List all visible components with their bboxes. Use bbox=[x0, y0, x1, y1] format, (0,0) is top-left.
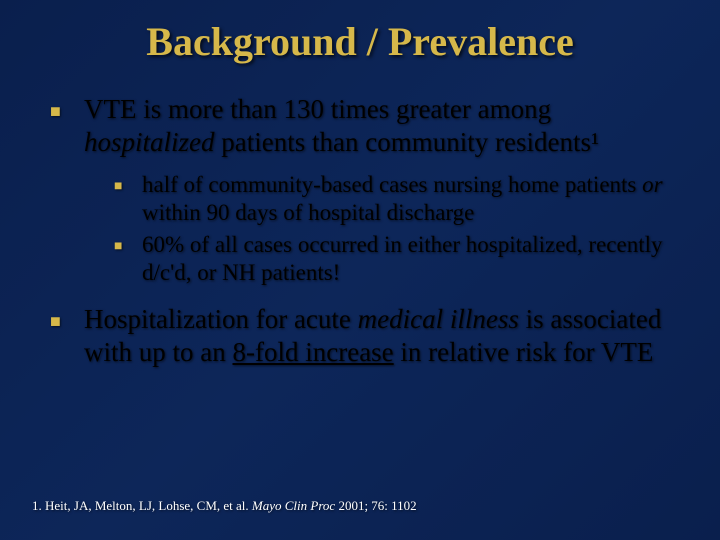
footnote-text: 2001; 76: 1102 bbox=[335, 498, 417, 513]
footnote-italic: Mayo Clin Proc bbox=[252, 498, 335, 513]
bullet-text: 60% of all cases occurred in either hosp… bbox=[142, 231, 670, 287]
bullet-level2: ■ half of community-based cases nursing … bbox=[114, 171, 670, 227]
bullet-text: Hospitalization for acute medical illnes… bbox=[84, 303, 670, 369]
sub-bullets: ■ half of community-based cases nursing … bbox=[50, 171, 670, 287]
text-run: VTE is more than 130 times greater among bbox=[84, 94, 551, 124]
text-run: patients than community residents¹ bbox=[215, 127, 600, 157]
text-run: within 90 days of hospital discharge bbox=[142, 200, 474, 225]
text-italic: or bbox=[642, 172, 662, 197]
slide-title: Background / Prevalence bbox=[50, 18, 670, 65]
text-run: in relative risk for VTE bbox=[394, 337, 654, 367]
square-bullet-icon: ■ bbox=[50, 93, 84, 123]
bullet-text: half of community-based cases nursing ho… bbox=[142, 171, 670, 227]
text-run: Hospitalization for acute bbox=[84, 304, 358, 334]
bullet-level1: ■ VTE is more than 130 times greater amo… bbox=[50, 93, 670, 159]
text-run: half of community-based cases nursing ho… bbox=[142, 172, 642, 197]
square-bullet-icon: ■ bbox=[114, 231, 142, 255]
bullet-level2: ■ 60% of all cases occurred in either ho… bbox=[114, 231, 670, 287]
text-underline: 8-fold increase bbox=[233, 337, 394, 367]
footnote: 1. Heit, JA, Melton, LJ, Lohse, CM, et a… bbox=[32, 498, 417, 514]
slide-body: ■ VTE is more than 130 times greater amo… bbox=[50, 93, 670, 369]
square-bullet-icon: ■ bbox=[50, 303, 84, 333]
bullet-text: VTE is more than 130 times greater among… bbox=[84, 93, 670, 159]
text-italic: hospitalized bbox=[84, 127, 215, 157]
text-italic: medical illness bbox=[358, 304, 519, 334]
footnote-text: 1. Heit, JA, Melton, LJ, Lohse, CM, et a… bbox=[32, 498, 252, 513]
slide: Background / Prevalence ■ VTE is more th… bbox=[0, 0, 720, 540]
bullet-level1: ■ Hospitalization for acute medical illn… bbox=[50, 303, 670, 369]
square-bullet-icon: ■ bbox=[114, 171, 142, 195]
